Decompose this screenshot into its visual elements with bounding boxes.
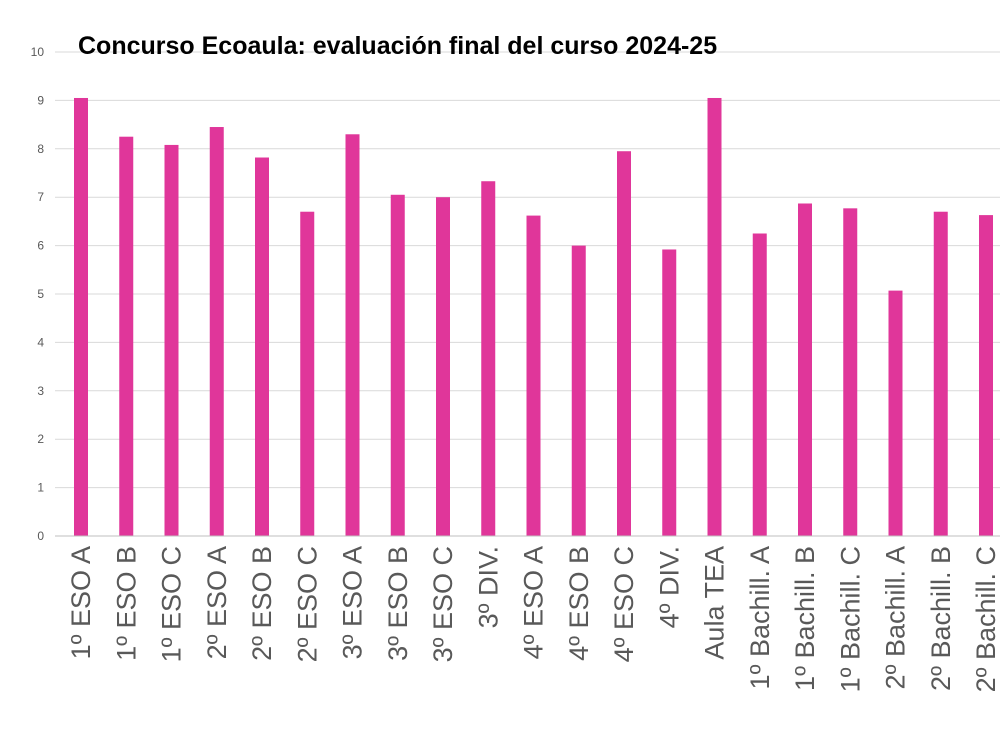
y-tick-label: 10 bbox=[31, 45, 45, 59]
bar bbox=[300, 211, 315, 536]
y-tick-label: 9 bbox=[37, 93, 44, 107]
x-axis-tick-labels: 1º ESO A 1º ESO B 1º ESO C 2º ESO A 2º ESO B… bbox=[66, 546, 1000, 692]
x-tick-label: 3º ESO B bbox=[383, 546, 413, 661]
bar bbox=[345, 134, 360, 536]
bar bbox=[390, 194, 405, 536]
x-tick-label: 1º ESO A bbox=[66, 546, 96, 659]
y-tick-label: 3 bbox=[37, 384, 44, 398]
bar bbox=[436, 197, 450, 536]
x-tick-label: Aula TEA bbox=[700, 546, 730, 660]
x-tick-label: 3º DIV. bbox=[473, 546, 503, 628]
bar bbox=[526, 215, 541, 537]
x-tick-label: 2º Bachill. A bbox=[881, 546, 911, 689]
bar bbox=[752, 233, 767, 536]
x-tick-label: 4º ESO A bbox=[519, 546, 549, 659]
x-tick-label: 2º Bachill. C bbox=[971, 546, 1000, 692]
y-tick-label: 0 bbox=[37, 529, 44, 543]
bar bbox=[255, 157, 269, 536]
x-tick-label: 4º DIV. bbox=[654, 546, 684, 628]
y-axis-tick-labels: 0 1 2 3 4 5 6 7 8 9 10 bbox=[31, 45, 45, 543]
bar bbox=[933, 211, 948, 536]
y-tick-label: 7 bbox=[37, 190, 44, 204]
x-tick-label: 1º Bachill. B bbox=[790, 546, 820, 691]
x-tick-label: 3º ESO A bbox=[338, 546, 368, 659]
x-tick-label: 2º ESO A bbox=[202, 546, 232, 659]
y-tick-label: 6 bbox=[37, 239, 44, 253]
bar bbox=[798, 203, 812, 536]
bars bbox=[74, 97, 993, 537]
bar bbox=[888, 290, 903, 536]
y-tick-label: 8 bbox=[37, 142, 44, 156]
x-tick-label: 4º ESO B bbox=[564, 546, 594, 661]
bar bbox=[571, 245, 586, 536]
y-tick-label: 4 bbox=[37, 335, 44, 349]
x-tick-label: 2º Bachill. B bbox=[926, 546, 956, 691]
bar bbox=[164, 144, 179, 537]
bar bbox=[481, 181, 496, 536]
x-tick-label: 2º ESO C bbox=[292, 546, 322, 662]
bar bbox=[119, 136, 134, 536]
y-tick-label: 1 bbox=[37, 481, 44, 495]
bar bbox=[843, 208, 858, 536]
x-tick-label: 2º ESO B bbox=[247, 546, 277, 661]
bar bbox=[617, 151, 631, 536]
x-tick-label: 3º ESO C bbox=[428, 546, 458, 662]
x-tick-label: 1º ESO C bbox=[157, 546, 187, 662]
bar bbox=[707, 97, 722, 536]
x-tick-label: 1º Bachill. A bbox=[745, 546, 775, 689]
bar bbox=[74, 97, 88, 536]
x-tick-label: 1º Bachill. C bbox=[835, 546, 865, 692]
y-tick-label: 5 bbox=[37, 287, 44, 301]
bar bbox=[662, 249, 677, 537]
bar bbox=[209, 127, 224, 537]
y-tick-label: 2 bbox=[37, 432, 44, 446]
x-tick-label: 4º ESO C bbox=[609, 546, 639, 662]
chart-title: Concurso Ecoaula: evaluación final del c… bbox=[78, 32, 717, 60]
x-tick-label: 1º ESO B bbox=[111, 546, 141, 661]
bar bbox=[979, 215, 993, 536]
